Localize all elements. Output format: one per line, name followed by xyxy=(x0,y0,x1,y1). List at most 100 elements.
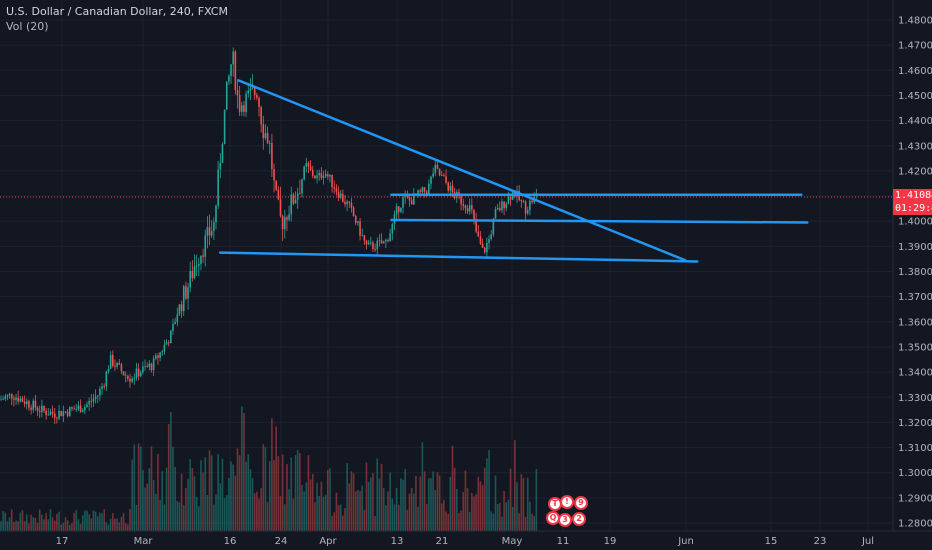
candle-body xyxy=(494,209,497,219)
volume-bar xyxy=(49,509,52,531)
candle-body xyxy=(425,191,428,194)
volume-bar xyxy=(73,512,75,531)
volume-bar xyxy=(86,510,88,531)
time-axis[interactable]: 17 Mar 16 24 Apr 13 21 May 11 19 Jun 15 23 Jul xyxy=(56,536,874,547)
volume-bar xyxy=(79,523,82,531)
trendline-drawings[interactable] xyxy=(218,79,809,263)
candle-body xyxy=(23,401,26,405)
volume-bar xyxy=(159,500,161,531)
event-badge[interactable]: 9 xyxy=(574,496,588,510)
volume-bar xyxy=(468,511,471,531)
candle-body xyxy=(129,378,131,382)
volume-bar xyxy=(279,496,282,531)
candle-body xyxy=(56,417,58,419)
candle-body xyxy=(363,235,366,241)
candle-body xyxy=(221,144,224,163)
volume-bar xyxy=(389,472,391,531)
volume-bar xyxy=(410,487,413,531)
event-badge[interactable]: 2 xyxy=(572,512,586,526)
volume-bar xyxy=(28,523,30,531)
candle-body xyxy=(294,199,297,204)
event-badge[interactable]: 3 xyxy=(558,513,572,527)
candle-body xyxy=(286,217,288,220)
candle-body xyxy=(397,206,400,212)
volume-bar xyxy=(281,454,284,531)
volume-bar xyxy=(445,511,447,531)
volume-bar xyxy=(120,516,123,531)
volume-bar xyxy=(64,517,67,531)
candle-body xyxy=(432,173,434,177)
candle-body xyxy=(464,205,467,209)
candle-body xyxy=(45,410,47,415)
candle-body xyxy=(142,366,144,373)
volume-bar xyxy=(462,492,465,531)
candle-body xyxy=(114,365,116,367)
volume-bar xyxy=(374,516,376,531)
candle-body xyxy=(176,314,179,323)
candle-body xyxy=(245,93,247,113)
volume-bar xyxy=(135,504,138,531)
candle-body xyxy=(206,227,209,236)
volume-bar xyxy=(277,455,280,531)
candle-body xyxy=(107,368,110,372)
time-tick-label: Apr xyxy=(319,536,337,547)
candle-body xyxy=(522,200,525,202)
volume-bar xyxy=(221,458,224,531)
event-badge[interactable]: T xyxy=(548,497,562,511)
candle-body xyxy=(307,163,310,167)
symbol-title[interactable]: U.S. Dollar / Canadian Dollar, 240, FXCM xyxy=(6,5,228,18)
price-axis[interactable]: 1.48000 1.47000 1.46000 1.45000 1.44000 1.430… xyxy=(898,16,932,530)
price-tick-label: 1.39000 xyxy=(898,242,932,253)
volume-bar xyxy=(219,483,222,531)
volume-bar xyxy=(182,505,185,531)
volume-bar xyxy=(167,424,170,531)
candle-body xyxy=(88,400,90,405)
volume-bar xyxy=(232,464,234,531)
volume-bar xyxy=(69,524,71,531)
candle-body xyxy=(436,164,439,169)
candle-body xyxy=(41,405,43,412)
candle-body xyxy=(30,407,32,410)
volume-bar xyxy=(71,523,73,531)
candle-body xyxy=(449,185,452,191)
candle-body xyxy=(232,51,234,65)
candle-body xyxy=(256,94,258,98)
candle-body xyxy=(492,218,495,235)
candle-body xyxy=(191,270,194,279)
volume-bar xyxy=(284,504,286,531)
candle-body xyxy=(443,175,445,177)
candle-body xyxy=(423,187,426,192)
volume-bar xyxy=(303,491,305,531)
candle-body xyxy=(460,195,462,205)
candle-body xyxy=(348,201,351,203)
volume-bar xyxy=(204,457,207,531)
volume-bar xyxy=(215,494,217,531)
candle-body xyxy=(146,366,148,368)
volume-bar xyxy=(193,476,196,531)
volume-bar xyxy=(30,514,32,531)
candle-body xyxy=(486,242,488,253)
candle-body xyxy=(303,166,305,180)
candle-body xyxy=(10,393,13,399)
volume-indicator-label[interactable]: Vol (20) xyxy=(6,20,49,33)
candle-body xyxy=(234,51,237,91)
volume-bar xyxy=(501,516,503,531)
candle-body xyxy=(258,97,260,107)
candle-body xyxy=(172,324,174,331)
candle-body xyxy=(247,90,250,94)
trendline xyxy=(390,218,809,224)
volume-bar xyxy=(471,493,473,531)
candle-body xyxy=(163,344,166,352)
candle-body xyxy=(354,216,357,223)
volume-bar xyxy=(434,490,437,531)
volume-bar xyxy=(236,448,239,531)
candle-body xyxy=(157,355,159,358)
candle-body xyxy=(430,176,432,184)
candle-body xyxy=(352,207,355,217)
volume-bar xyxy=(320,481,323,531)
event-badge[interactable]: ! xyxy=(560,495,574,509)
price-tick-label: 1.34000 xyxy=(898,368,932,379)
candle-body xyxy=(305,163,308,167)
candle-body xyxy=(481,243,484,248)
